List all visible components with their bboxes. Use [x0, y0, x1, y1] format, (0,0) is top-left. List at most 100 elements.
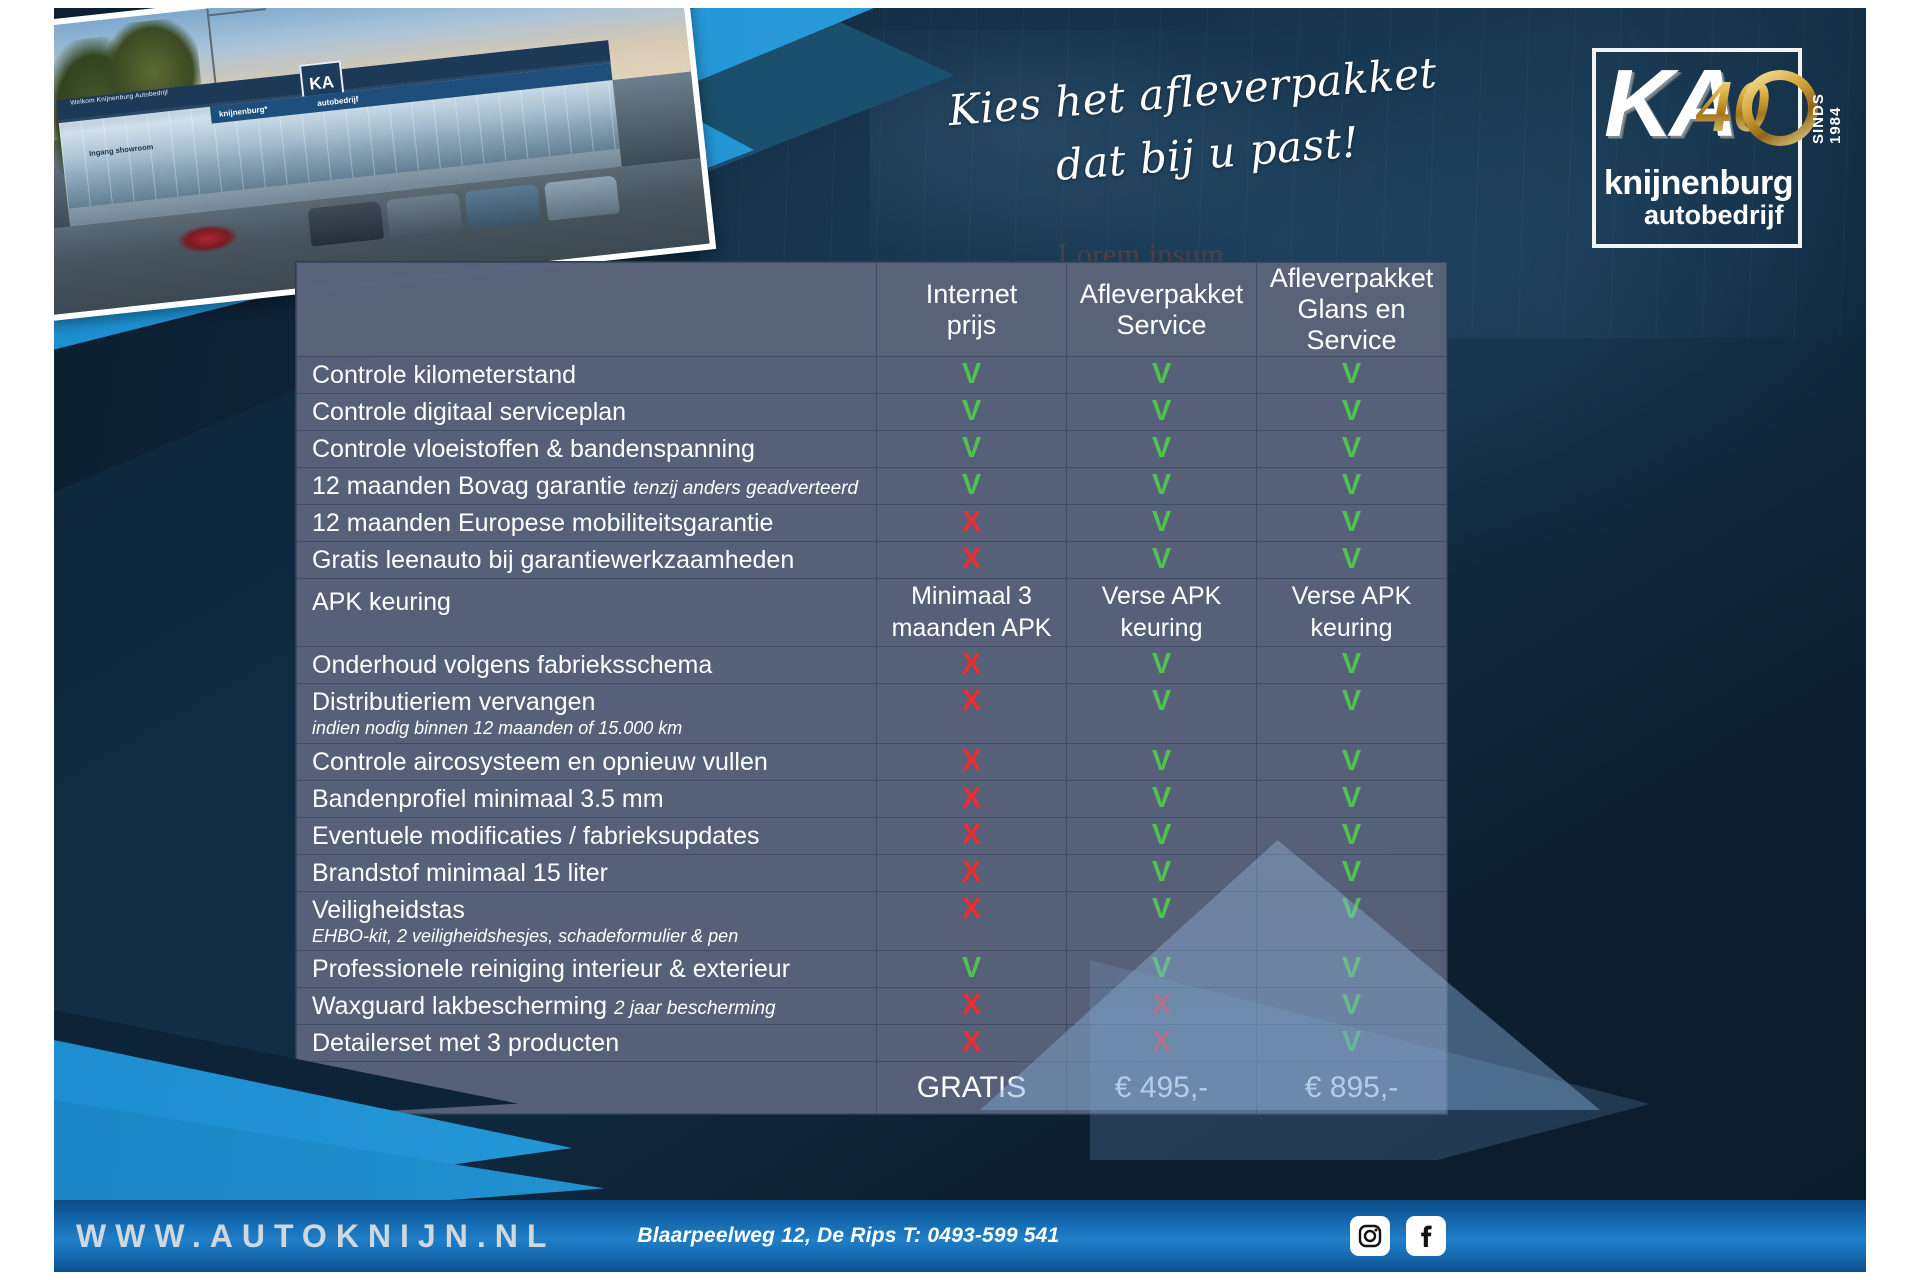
- table-row: Professionele reiniging interieur & exte…: [296, 950, 1447, 989]
- header-feature-column: [296, 261, 877, 358]
- table-row: Gratis leenauto bij garantiewerkzaamhede…: [296, 541, 1447, 580]
- table-row: Veiligheidstas EHBO-kit, 2 veiligheidshes…: [296, 890, 1447, 952]
- photo-brand-right: autobedrijf: [316, 94, 359, 109]
- header-afleverpakket-glans-service: Afleverpakket Glans en Service: [1256, 261, 1447, 358]
- cell-glans: V: [1256, 950, 1447, 989]
- footer-website[interactable]: WWW.AUTOKNIJN.NL: [76, 1217, 556, 1254]
- table-row: 12 maanden Bovag garantie tenzij anders …: [296, 467, 1447, 506]
- cell-glans: V: [1256, 779, 1447, 818]
- header-service-line1: Afleverpakket: [1079, 278, 1244, 309]
- cell-internet: X: [876, 742, 1067, 781]
- header-internet-line2: prijs: [946, 309, 997, 340]
- table-header-row: Internet prijs Afleverpakket Service Afl…: [296, 261, 1447, 358]
- header-service-line2: Service: [1116, 309, 1207, 340]
- cell-glans: V: [1256, 816, 1447, 855]
- table-row: Controle digitaal serviceplan V V V: [296, 393, 1447, 432]
- logo-gold-ring-icon: [1742, 70, 1818, 146]
- cell-service: V: [1066, 467, 1257, 506]
- feature-label: Controle kilometerstand: [296, 356, 877, 395]
- table-head: Internet prijs Afleverpakket Service Afl…: [296, 261, 1447, 358]
- cell-service: Verse APK keuring: [1066, 578, 1257, 648]
- photo-car-3: [465, 184, 542, 230]
- cell-glans: V: [1256, 467, 1447, 506]
- page-edge-top: [0, 0, 1920, 8]
- feature-main-text: Veiligheidstas: [312, 895, 465, 924]
- feature-main-text: Distributieriem vervangen: [312, 688, 596, 717]
- package-comparison-table: Internet prijs Afleverpakket Service Afl…: [296, 261, 1447, 1115]
- feature-label: Professionele reiniging interieur & exte…: [296, 950, 877, 989]
- table-row: Distributieriem vervangen indien nodig bi…: [296, 683, 1447, 744]
- table-row: Brandstof minimaal 15 liter X V V: [296, 853, 1447, 892]
- feature-label: Gratis leenauto bij garantiewerkzaamhede…: [296, 541, 877, 580]
- cell-glans: Verse APK keuring: [1256, 578, 1447, 648]
- feature-note: 2 jaar bescherming: [614, 998, 776, 1020]
- table-body: Controle kilometerstand V V V Controle d…: [296, 356, 1447, 1115]
- table-row: Controle vloeistoffen & bandenspanning V…: [296, 430, 1447, 469]
- photo-car-4: [543, 175, 620, 221]
- table-row: Controle aircosysteem en opnieuw vullen …: [296, 742, 1447, 781]
- feature-label: Controle aircosysteem en opnieuw vullen: [296, 742, 877, 781]
- feature-note: tenzij anders geadverteerd: [633, 478, 859, 500]
- logo-since-label: SINDS 1984: [1810, 93, 1844, 144]
- cell-internet: X: [876, 683, 1067, 744]
- feature-label: Waxguard lakbescherming 2 jaar beschermi…: [296, 987, 877, 1026]
- facebook-icon[interactable]: [1406, 1216, 1446, 1256]
- feature-label: Eventuele modificaties / fabrieksupdates: [296, 816, 877, 855]
- feature-label: 12 maanden Bovag garantie tenzij anders …: [296, 467, 877, 506]
- feature-label: Brandstof minimaal 15 liter: [296, 853, 877, 892]
- header-afleverpakket-service: Afleverpakket Service: [1066, 261, 1257, 358]
- footer-address: Blaarpeelweg 12, De Rips T: 0493-599 541: [637, 1224, 1060, 1247]
- feature-note: indien nodig binnen 12 maanden of 15.000…: [312, 718, 683, 739]
- table-row: Bandenprofiel minimaal 3.5 mm X V V: [296, 779, 1447, 818]
- cell-glans: V: [1256, 683, 1447, 744]
- page-edge-left: [0, 0, 54, 1280]
- footer-bar: WWW.AUTOKNIJN.NL Blaarpeelweg 12, De Rip…: [54, 1200, 1866, 1272]
- cell-internet: Minimaal 3 maanden APK: [876, 578, 1067, 648]
- cell-service: V: [1066, 816, 1257, 855]
- cell-internet: V: [876, 950, 1067, 989]
- feature-label: Distributieriem vervangen indien nodig bi…: [296, 683, 877, 744]
- header-internet-prijs: Internet prijs: [876, 261, 1067, 358]
- page-edge-right: [1866, 0, 1920, 1280]
- feature-label: APK keuring: [296, 578, 877, 648]
- cell-service: V: [1066, 742, 1257, 781]
- cell-glans: V: [1256, 430, 1447, 469]
- cost-internet: GRATIS: [876, 1061, 1067, 1115]
- table-row: Eventuele modificaties / fabrieksupdates…: [296, 816, 1447, 855]
- feature-note: EHBO-kit, 2 veiligheidshesjes, schadefor…: [312, 925, 739, 946]
- cell-service: V: [1066, 853, 1257, 892]
- table-row: Onderhoud volgens fabrieksschema X V V: [296, 646, 1447, 685]
- cell-service: V: [1066, 541, 1257, 580]
- feature-main-text: Waxguard lakbescherming: [312, 992, 608, 1021]
- feature-label: Onderhoud volgens fabrieksschema: [296, 646, 877, 685]
- background-photo-glow: [870, 30, 1370, 290]
- cell-internet: V: [876, 430, 1067, 469]
- table-row: 12 maanden Europese mobiliteitsgarantie …: [296, 504, 1447, 543]
- cell-glans: V: [1256, 646, 1447, 685]
- cell-glans: V: [1256, 393, 1447, 432]
- cell-glans: V: [1256, 987, 1447, 1026]
- feature-label: Detailerset met 3 producten: [296, 1024, 877, 1063]
- cell-service: X: [1066, 987, 1257, 1026]
- logo-company-name: knijnenburg: [1604, 164, 1794, 202]
- feature-label: Veiligheidstas EHBO-kit, 2 veiligheidshes…: [296, 890, 877, 952]
- instagram-icon[interactable]: [1350, 1216, 1390, 1256]
- feature-label: Controle vloeistoffen & bandenspanning: [296, 430, 877, 469]
- cost-service: € 495,-: [1066, 1061, 1257, 1115]
- cell-service: V: [1066, 646, 1257, 685]
- cell-internet: V: [876, 393, 1067, 432]
- cell-internet: X: [876, 646, 1067, 685]
- cell-glans: V: [1256, 541, 1447, 580]
- feature-label: Bandenprofiel minimaal 3.5 mm: [296, 779, 877, 818]
- cell-service: V: [1066, 779, 1257, 818]
- feature-main-text: 12 maanden Bovag garantie: [312, 472, 627, 501]
- feature-label: Controle digitaal serviceplan: [296, 393, 877, 432]
- cell-internet: X: [876, 987, 1067, 1026]
- cell-internet: X: [876, 853, 1067, 892]
- brand-logo: KA 40 knijnenburg autobedrijf SINDS 1984: [1592, 48, 1844, 253]
- cell-internet: X: [876, 890, 1067, 952]
- cell-glans: V: [1256, 1024, 1447, 1063]
- footer-social-links: [1350, 1216, 1446, 1256]
- cell-service: V: [1066, 890, 1257, 952]
- header-glans-line1: Afleverpakket: [1269, 263, 1434, 293]
